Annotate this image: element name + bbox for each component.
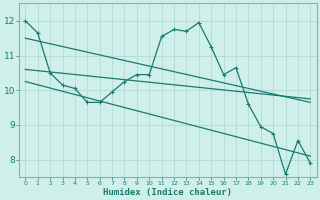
- X-axis label: Humidex (Indice chaleur): Humidex (Indice chaleur): [103, 188, 232, 197]
